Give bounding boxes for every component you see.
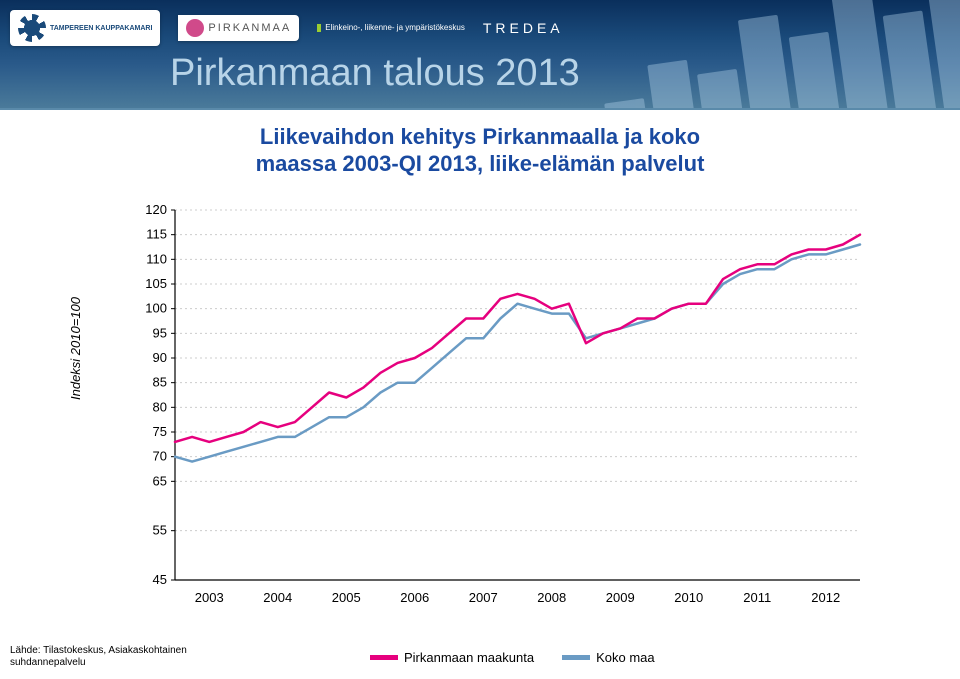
svg-text:2004: 2004	[263, 590, 292, 605]
source-line1: Lähde: Tilastokeskus, Asiakaskohtainen	[10, 645, 187, 657]
logo-tredea-text: TREDEA	[483, 20, 564, 36]
svg-text:105: 105	[145, 276, 167, 291]
y-axis-label: Indeksi 2010=100	[68, 297, 83, 400]
logo-ely-text: Elinkeino-, liikenne- ja ympäristökeskus	[317, 24, 465, 33]
svg-text:2012: 2012	[811, 590, 840, 605]
svg-text:2008: 2008	[537, 590, 566, 605]
svg-text:45: 45	[153, 572, 167, 587]
subtitle-line2: maassa 2003-QI 2013, liike-elämän palvel…	[256, 150, 705, 178]
subtitle-box: Liikevaihdon kehitys Pirkanmaalla ja kok…	[210, 115, 750, 185]
chart-svg: 45 55 65 70 75 80 85 90 95 100 105 110 115 120 2003 200…	[120, 200, 870, 620]
page-title: Pirkanmaan talous 2013	[170, 52, 580, 95]
svg-text:110: 110	[146, 251, 167, 266]
chart-legend: Pirkanmaan maakunta Koko maa	[370, 650, 655, 665]
header-decoration	[591, 0, 960, 110]
logo-pirkanmaa-text: PIRKANMAA	[208, 22, 291, 34]
source-line2: suhdannepalvelu	[10, 657, 187, 669]
svg-text:2007: 2007	[469, 590, 498, 605]
svg-text:85: 85	[153, 375, 167, 390]
wheel-icon	[18, 14, 46, 42]
svg-text:120: 120	[145, 202, 167, 217]
legend-swatch-kokomaa	[562, 655, 590, 660]
svg-text:70: 70	[153, 449, 167, 464]
legend-item-kokomaa: Koko maa	[562, 650, 655, 665]
line-chart: 45 55 65 70 75 80 85 90 95 100 105 110 115 120 2003 200…	[120, 200, 870, 620]
legend-swatch-pirkanmaa	[370, 655, 398, 660]
subtitle-line1: Liikevaihdon kehitys Pirkanmaalla ja kok…	[260, 123, 700, 151]
svg-text:2009: 2009	[606, 590, 635, 605]
svg-text:2011: 2011	[743, 590, 771, 605]
svg-text:115: 115	[146, 227, 167, 242]
logo-pirkanmaa: PIRKANMAA	[178, 15, 299, 41]
logo-kauppakamari: TAMPEREEN KAUPPAKAMARI	[10, 10, 160, 46]
svg-text:2003: 2003	[195, 590, 224, 605]
legend-item-pirkanmaa: Pirkanmaan maakunta	[370, 650, 534, 665]
header-band: TAMPEREEN KAUPPAKAMARI PIRKANMAA Elinkei…	[0, 0, 960, 110]
rose-icon	[186, 19, 204, 37]
logo-row: TAMPEREEN KAUPPAKAMARI PIRKANMAA Elinkei…	[10, 10, 564, 46]
logo-kauppakamari-text: TAMPEREEN KAUPPAKAMARI	[50, 25, 152, 32]
svg-text:95: 95	[153, 325, 167, 340]
svg-text:100: 100	[145, 301, 167, 316]
source-text: Lähde: Tilastokeskus, Asiakaskohtainen s…	[10, 645, 187, 669]
svg-text:65: 65	[153, 473, 167, 488]
svg-text:2006: 2006	[400, 590, 429, 605]
svg-text:75: 75	[153, 424, 167, 439]
svg-text:2005: 2005	[332, 590, 361, 605]
svg-text:80: 80	[153, 399, 167, 414]
svg-text:55: 55	[153, 523, 167, 538]
svg-text:90: 90	[153, 350, 167, 365]
legend-label-kokomaa: Koko maa	[596, 650, 655, 665]
svg-text:2010: 2010	[674, 590, 703, 605]
legend-label-pirkanmaa: Pirkanmaan maakunta	[404, 650, 534, 665]
